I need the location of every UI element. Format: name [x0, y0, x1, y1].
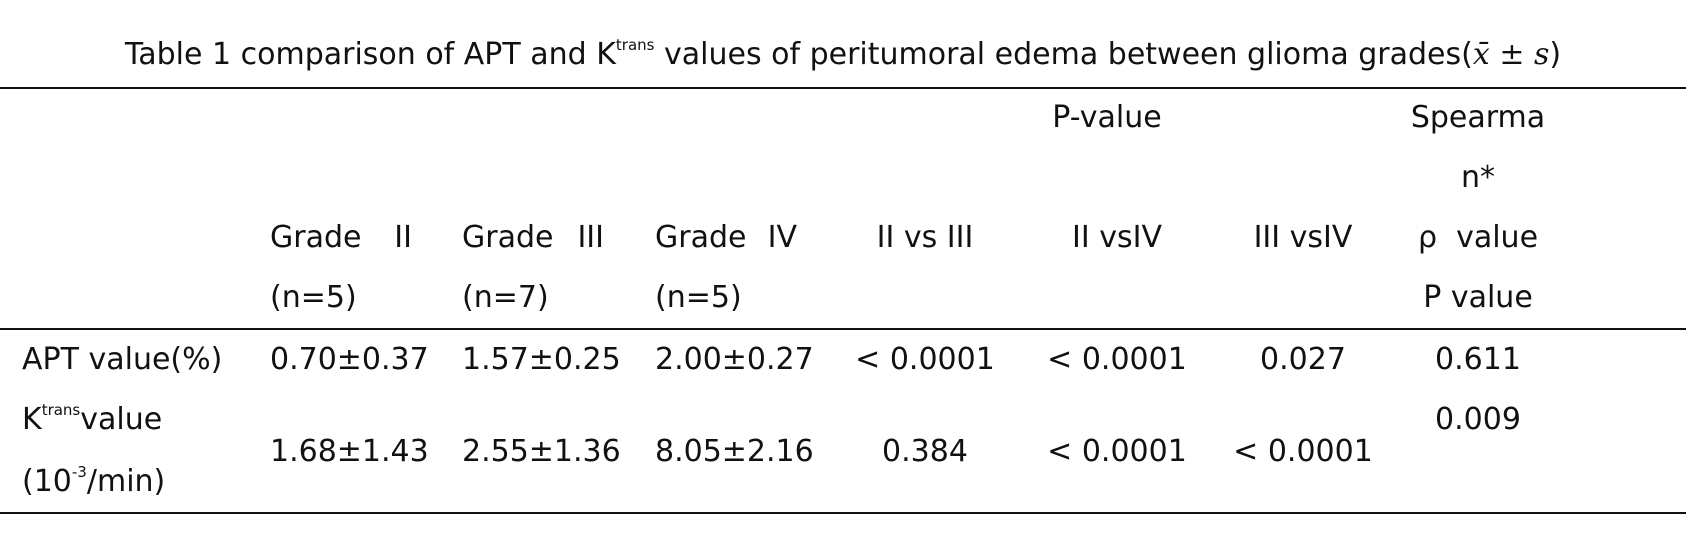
row-label: Ktransvalue	[22, 400, 162, 440]
header-cell: Grade III	[462, 220, 604, 255]
label-text: (10	[22, 464, 72, 499]
table-cell: 2.55±1.36	[462, 434, 621, 469]
bottom-rule	[0, 512, 1686, 514]
label-sup: -3	[71, 463, 87, 481]
table-cell: < 0.0001	[1047, 342, 1187, 377]
header-cell: Grade IV	[655, 220, 797, 255]
table-cell: 1.68±1.43	[270, 434, 429, 469]
table-cell: 0.384	[882, 434, 968, 469]
table-cell: 8.05±2.16	[655, 434, 814, 469]
table-cell: 0.70±0.37	[270, 342, 429, 377]
table-title: Table 1 comparison of APT and Ktrans val…	[125, 35, 1561, 75]
title-sup: trans	[615, 36, 655, 54]
label-text: value	[80, 402, 163, 437]
table-cell: 0.027	[1260, 342, 1346, 377]
table-cell: 2.00±0.27	[655, 342, 814, 377]
header-cell: ρ value	[1417, 220, 1539, 255]
header-cell: n*	[1460, 160, 1496, 195]
row-label: APT value(%)	[22, 342, 223, 377]
label-text: K	[22, 402, 42, 437]
title-text: Table 1 comparison of APT and K	[124, 37, 616, 72]
mid-rule	[0, 328, 1686, 330]
table-cell: 0.611	[1435, 342, 1521, 377]
table-cell: < 0.0001	[855, 342, 995, 377]
header-cell: (n=5)	[270, 280, 357, 315]
table-cell: < 0.0001	[1047, 434, 1187, 469]
label-sup: trans	[41, 401, 81, 419]
header-cell: II vsIV	[1072, 220, 1162, 255]
header-cell: (n=7)	[462, 280, 549, 315]
table-cell: 0.009	[1435, 402, 1521, 437]
header-cell: II vs III	[876, 220, 974, 255]
row-label: (10-3/min)	[22, 462, 165, 502]
header-cell: (n=5)	[655, 280, 742, 315]
header-cell: Grade II	[270, 220, 412, 255]
header-cell: P value	[1423, 280, 1533, 315]
table-cell: 1.57±0.25	[462, 342, 621, 377]
title-text: values of peritumoral edema between glio…	[654, 37, 1473, 72]
header-cell: Spearma	[1410, 100, 1546, 135]
title-text: )	[1549, 37, 1562, 72]
label-text: /min)	[86, 464, 166, 499]
title-math: x̄ ± s	[1472, 37, 1550, 72]
header-cell: III vsIV	[1253, 220, 1353, 255]
table-cell: < 0.0001	[1233, 434, 1373, 469]
header-cell: P-value	[1052, 100, 1162, 135]
top-rule	[0, 87, 1686, 89]
